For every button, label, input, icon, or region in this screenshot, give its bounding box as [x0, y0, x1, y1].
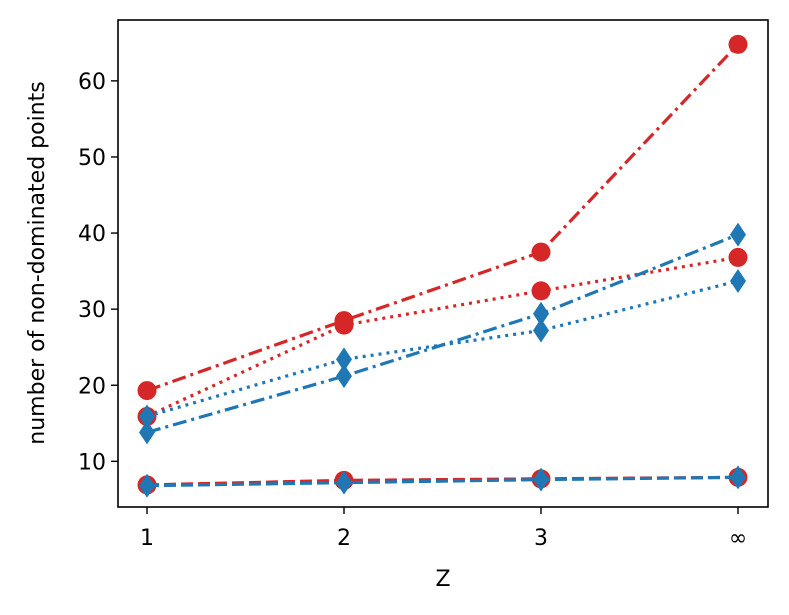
y-tick-label: 10 [78, 450, 106, 475]
data-point-diamond [730, 269, 746, 294]
data-point-diamond [336, 470, 352, 495]
y-tick-label: 30 [78, 298, 106, 323]
y-axis-title: number of non-dominated points [25, 81, 50, 444]
x-tick-label: ∞ [729, 526, 747, 551]
data-point-diamond [730, 465, 746, 490]
series-line-6 [146, 475, 739, 488]
data-point-diamond [730, 222, 746, 247]
series-line-4 [146, 233, 739, 434]
y-tick-label: 20 [78, 374, 106, 399]
data-point-diamond [533, 467, 549, 492]
data-point-circle [137, 381, 157, 401]
y-tick-label: 50 [78, 146, 106, 171]
data-point-diamond [533, 301, 549, 326]
data-point-diamond [336, 347, 352, 372]
data-point-circle [531, 281, 551, 301]
x-axis-title: Z [435, 567, 450, 592]
data-point-circle [728, 34, 748, 54]
data-point-circle [531, 242, 551, 262]
plot-frame [117, 19, 769, 508]
data-point-circle [728, 247, 748, 267]
data-point-diamond [533, 318, 549, 343]
data-point-circle [334, 315, 354, 335]
series-line-1 [146, 43, 740, 393]
x-tick-label: 1 [140, 526, 154, 551]
data-point-diamond [139, 420, 155, 445]
data-point-diamond [336, 364, 352, 389]
x-tick-label: 2 [337, 526, 351, 551]
series-line-5 [146, 279, 739, 418]
series-line-2 [146, 255, 739, 418]
data-point-diamond [139, 473, 155, 498]
data-point-diamond [139, 404, 155, 429]
tick-layer: 1 2 3 ∞ 10 20 30 40 50 60 [78, 70, 747, 551]
x-tick-label: 3 [534, 526, 548, 551]
y-tick-label: 40 [78, 222, 106, 247]
y-tick-label: 60 [78, 70, 106, 95]
plot-layer [137, 34, 748, 498]
